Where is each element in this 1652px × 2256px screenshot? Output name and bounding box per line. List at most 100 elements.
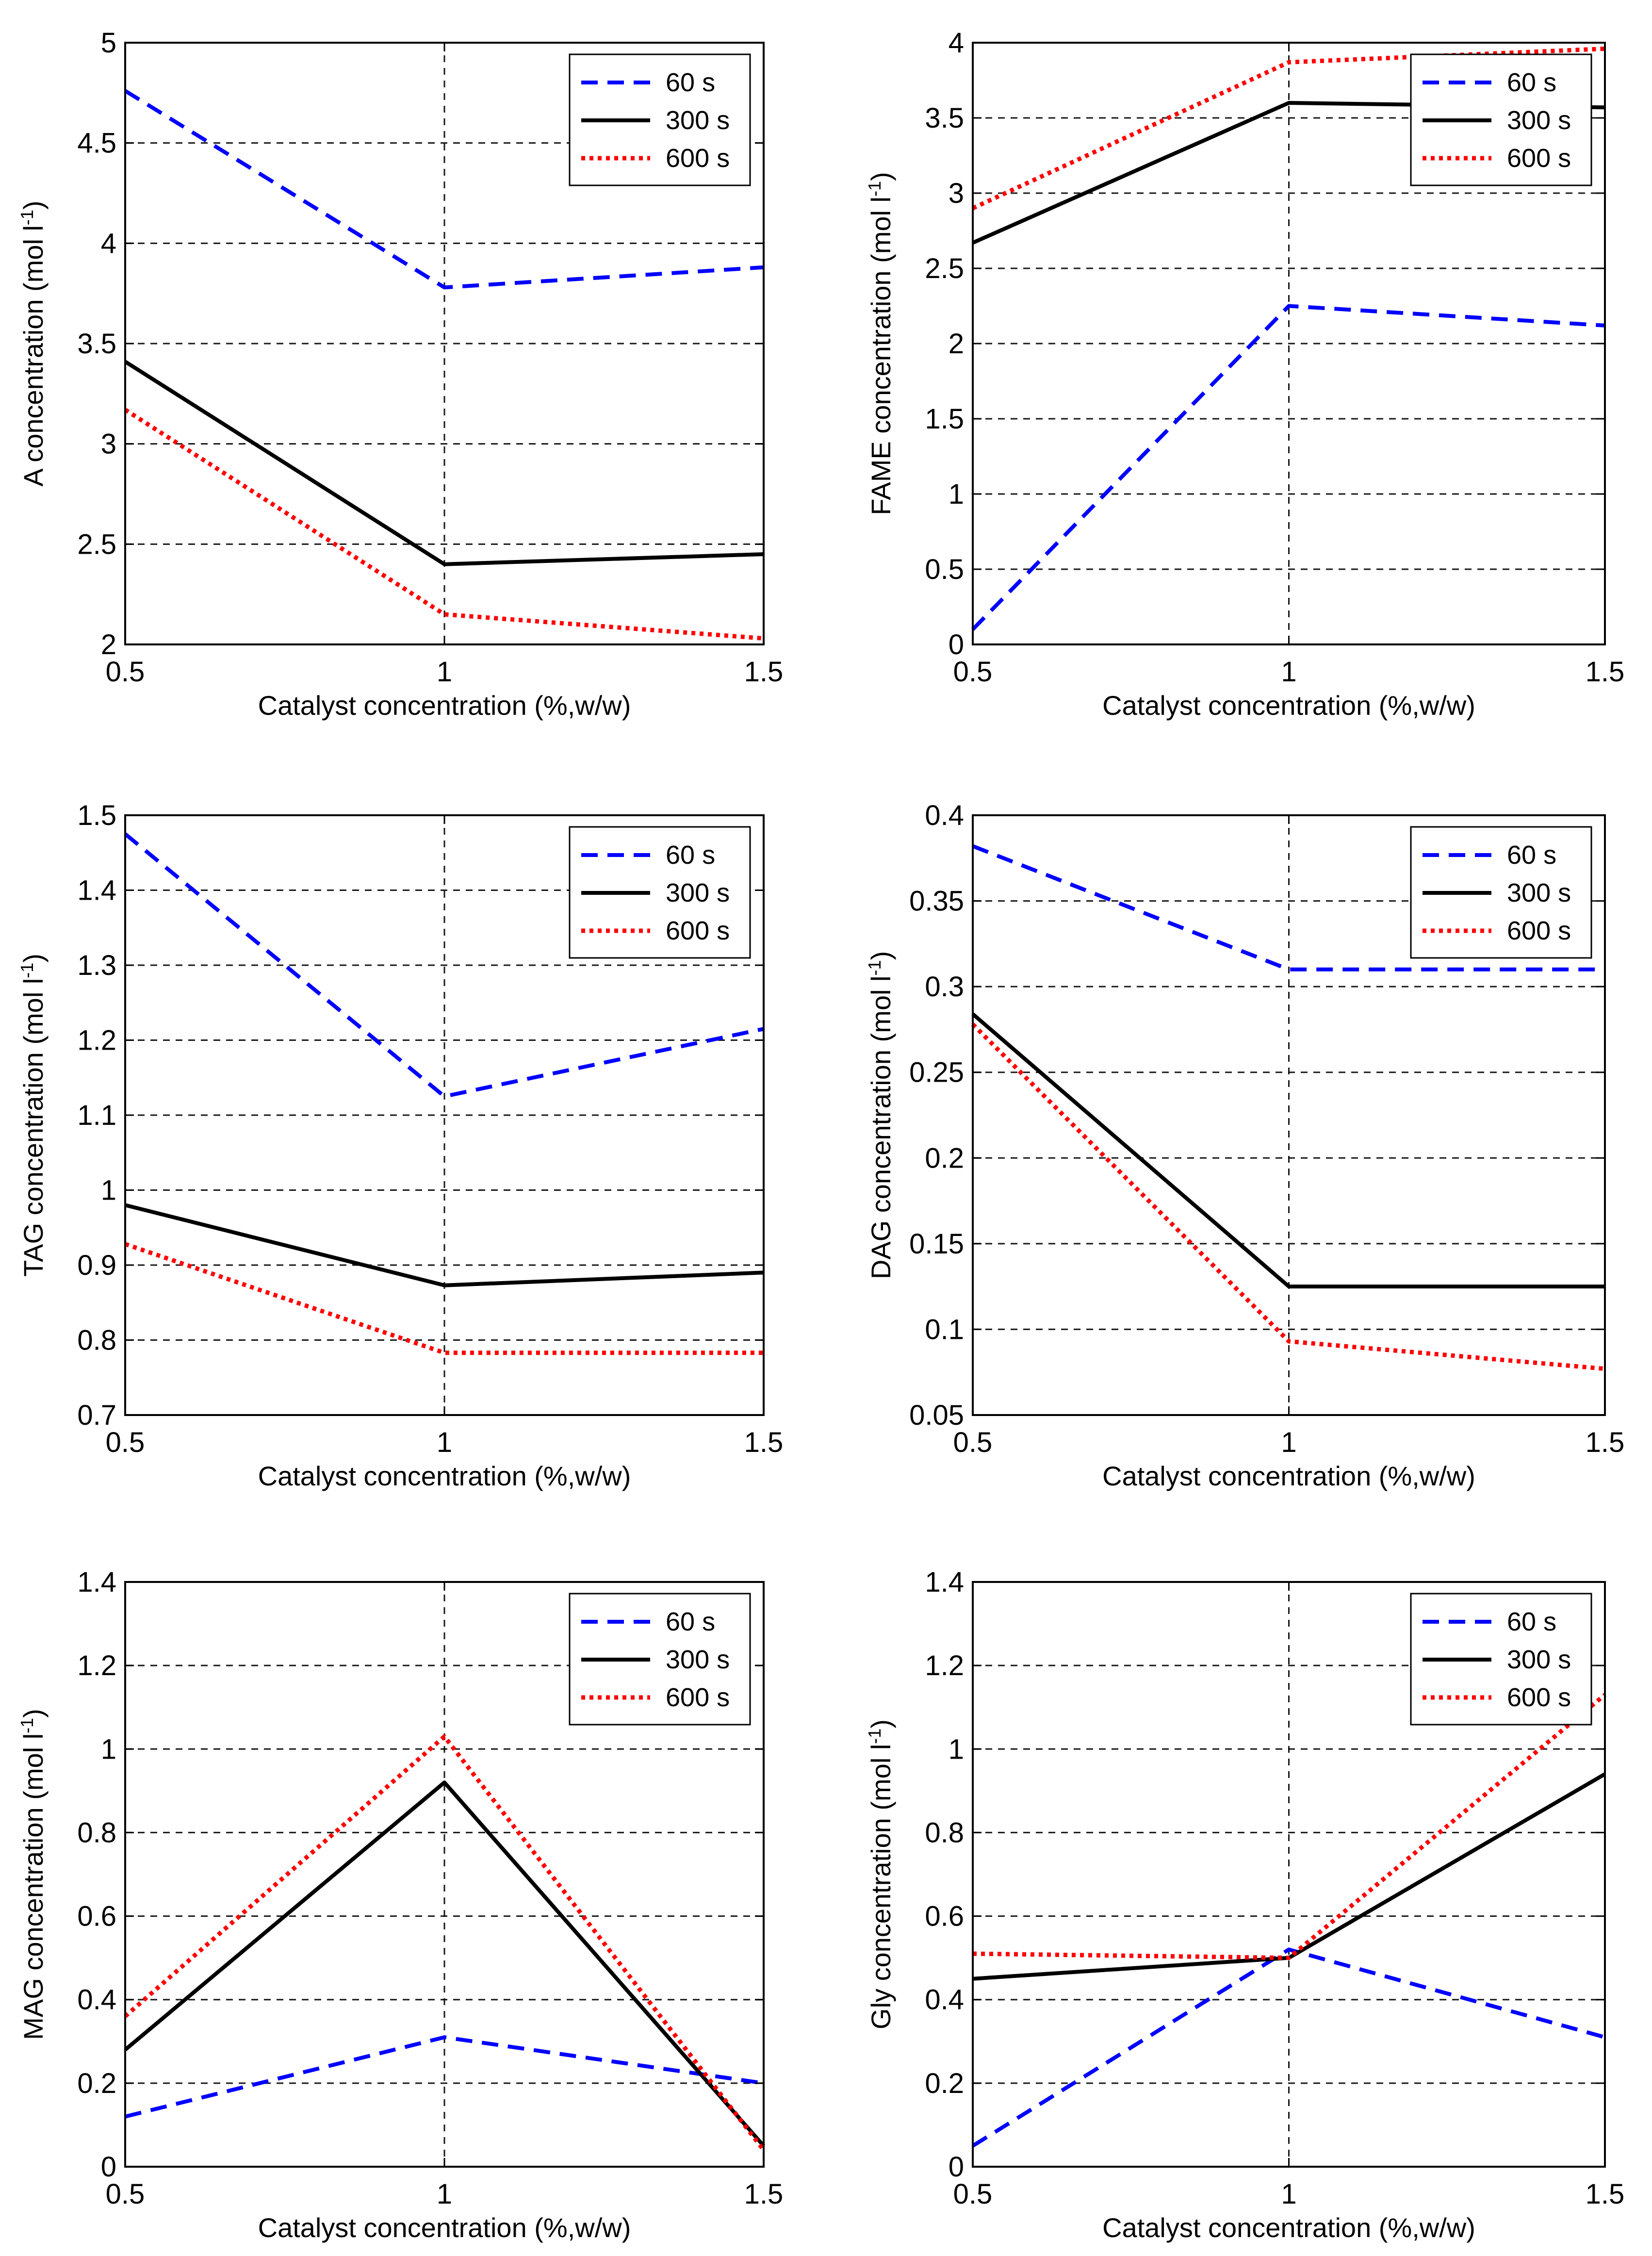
- legend-label: 60 s: [1507, 68, 1556, 97]
- y-tick-label: 1: [949, 1733, 964, 1765]
- y-axis-label-tail: ): [866, 1719, 896, 1729]
- x-tick-label: 1.5: [744, 1427, 784, 1458]
- y-tick-label: 0.1: [925, 1314, 964, 1345]
- y-tick-label: 1: [101, 1733, 116, 1765]
- y-tick-label: 1.2: [77, 1025, 116, 1056]
- y-tick-label: 2.5: [925, 253, 964, 284]
- legend: 60 s 300 s 600 s: [1410, 53, 1592, 186]
- y-axis-label-main: MAG concentration (mol l: [18, 1733, 49, 2040]
- chart-panel-3: 0.7 0.8 0.9 1 1.1 1.2 1.3 1.4 1.5 0.5 1 1.5 Catalyst…: [17, 800, 784, 1491]
- y-tick-label: 0.5: [925, 554, 964, 585]
- y-tick-label: 2.5: [77, 528, 116, 560]
- x-axis-label: Catalyst concentration (%,w/w): [258, 2212, 631, 2243]
- x-tick-label: 0.5: [953, 2178, 993, 2210]
- y-axis-label: Gly concentration (mol l-1): [865, 1719, 897, 2029]
- y-tick-label: 0.9: [77, 1250, 116, 1281]
- y-axis-label-main: DAG concentration (mol l: [866, 976, 896, 1280]
- chart-panel-4: 0.05 0.1 0.15 0.2 0.25 0.3 0.35 0.4 0.5 1 1.5 Catal…: [865, 800, 1625, 1491]
- y-tick-label: 0.3: [925, 971, 964, 1003]
- y-tick-label: 1.3: [77, 950, 116, 981]
- x-tick-label: 0.5: [106, 656, 145, 688]
- x-tick-label: 1.5: [1586, 2178, 1625, 2210]
- legend-label: 600 s: [666, 916, 730, 945]
- legend-label: 600 s: [1507, 144, 1571, 173]
- chart-panel-5: 0 0.2 0.4 0.6 0.8 1 1.2 1.4 0.5 1 1.5 Catalyst conc…: [17, 1566, 784, 2243]
- y-axis-label-tail: ): [866, 951, 896, 960]
- legend-label: 300 s: [1507, 1645, 1571, 1674]
- y-tick-label: 3: [949, 178, 964, 209]
- x-tick-label: 1.5: [744, 2178, 784, 2210]
- y-axis-label-tail: ): [18, 200, 49, 210]
- y-tick-label: 0: [949, 2151, 964, 2183]
- y-axis-label-superscript: -1: [865, 181, 884, 197]
- legend-label: 600 s: [666, 1683, 730, 1712]
- y-tick-label: 1.5: [925, 403, 964, 435]
- y-tick-label: 0.7: [77, 1400, 116, 1431]
- legend-label: 60 s: [666, 840, 715, 870]
- y-tick-label: 2: [101, 629, 116, 660]
- y-axis-label-tail: ): [18, 1709, 49, 1718]
- y-axis-label-main: Gly concentration (mol l: [866, 1744, 896, 2029]
- series-line-60-s: [972, 844, 1605, 972]
- x-axis-label: Catalyst concentration (%,w/w): [258, 1461, 631, 1491]
- chart-panel-1: 2 2.5 3 3.5 4 4.5 5 0.5 1 1.5 Catalyst concentrati…: [17, 27, 784, 721]
- y-axis-label-superscript: -1: [17, 210, 37, 225]
- y-axis-label-tail: ): [18, 954, 49, 963]
- y-axis-label: FAME concentration (mol l-1): [865, 172, 897, 515]
- legend-label: 60 s: [1507, 1607, 1556, 1636]
- legend-label: 60 s: [666, 1607, 715, 1636]
- series-line-60-s: [124, 832, 764, 1099]
- y-tick-label: 0.4: [77, 1984, 116, 2016]
- y-tick-label: 1: [949, 478, 964, 510]
- y-tick-label: 0.4: [925, 800, 964, 831]
- y-tick-label: 0.2: [77, 2068, 116, 2099]
- x-tick-label: 0.5: [106, 2178, 145, 2210]
- x-tick-label: 0.5: [953, 1427, 993, 1458]
- y-tick-label: 1.2: [77, 1650, 116, 1681]
- y-tick-label: 0.6: [925, 1901, 964, 1932]
- x-tick-label: 1.5: [1586, 656, 1625, 688]
- y-axis-label-superscript: -1: [17, 963, 37, 978]
- x-tick-label: 1: [437, 2178, 452, 2210]
- y-tick-label: 0: [949, 629, 964, 660]
- y-tick-label: 3.5: [77, 328, 116, 360]
- x-tick-label: 1: [1281, 656, 1296, 688]
- x-axis-label: Catalyst concentration (%,w/w): [258, 690, 631, 721]
- legend-label: 60 s: [666, 68, 715, 97]
- y-tick-label: 0.2: [925, 2068, 964, 2099]
- y-tick-label: 0.4: [925, 1984, 964, 2016]
- y-axis-label: DAG concentration (mol l-1): [865, 951, 897, 1279]
- y-axis-label-superscript: -1: [865, 960, 884, 976]
- y-axis-label: MAG concentration (mol l-1): [17, 1709, 49, 2040]
- y-tick-label: 0.8: [925, 1817, 964, 1848]
- y-axis-label-superscript: -1: [17, 1718, 37, 1733]
- legend-label: 300 s: [666, 878, 730, 907]
- y-tick-label: 0.8: [77, 1817, 116, 1848]
- y-tick-label: 4: [949, 27, 964, 59]
- legend-label: 60 s: [1507, 840, 1556, 870]
- y-tick-label: 1.4: [77, 1566, 116, 1598]
- y-tick-label: 0.35: [909, 886, 964, 917]
- legend-label: 600 s: [1507, 1683, 1571, 1712]
- y-axis-label-main: TAG concentration (mol l: [18, 978, 49, 1277]
- y-tick-label: 2: [949, 328, 964, 360]
- x-tick-label: 1: [1281, 2178, 1296, 2210]
- y-tick-label: 1: [101, 1175, 116, 1206]
- y-tick-label: 0.15: [909, 1228, 964, 1260]
- y-tick-label: 0.8: [77, 1325, 116, 1356]
- x-axis-label: Catalyst concentration (%,w/w): [1102, 1461, 1475, 1491]
- y-tick-label: 5: [101, 27, 116, 59]
- x-tick-label: 1.5: [1586, 1427, 1625, 1458]
- y-tick-label: 3: [101, 428, 116, 460]
- y-axis-label-tail: ): [866, 172, 896, 181]
- series-line-600-s: [124, 408, 764, 641]
- y-tick-label: 0.25: [909, 1057, 964, 1088]
- legend-label: 600 s: [666, 144, 730, 173]
- legend: 60 s 300 s 600 s: [569, 53, 751, 186]
- legend-label: 300 s: [666, 1645, 730, 1674]
- y-tick-label: 0.2: [925, 1142, 964, 1174]
- y-tick-label: 4: [101, 228, 116, 259]
- y-axis-label: TAG concentration (mol l-1): [17, 954, 49, 1277]
- legend: 60 s 300 s 600 s: [1410, 826, 1592, 959]
